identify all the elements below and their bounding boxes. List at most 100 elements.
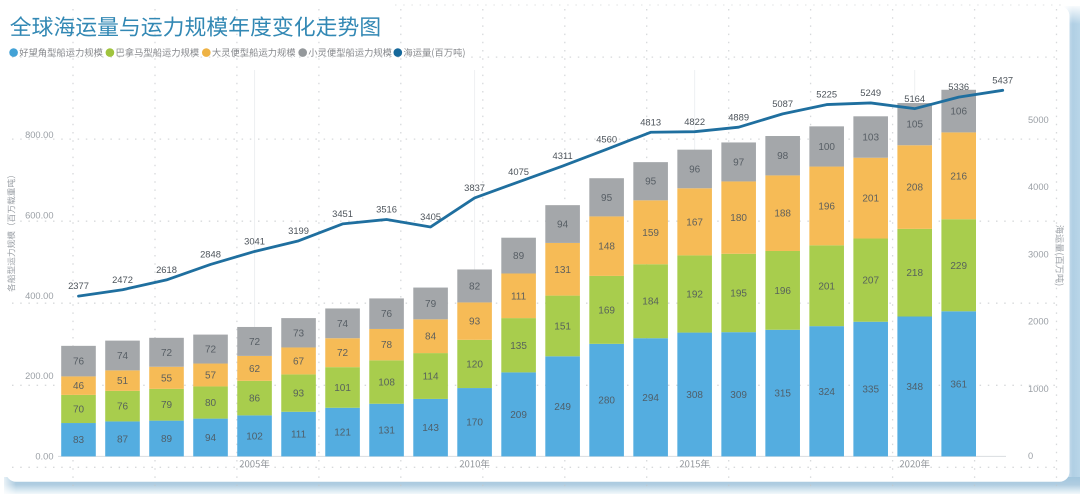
svg-text:196: 196 <box>774 286 791 297</box>
svg-text:76: 76 <box>381 309 393 320</box>
svg-text:229: 229 <box>950 261 967 272</box>
svg-text:195: 195 <box>730 288 747 299</box>
svg-text:361: 361 <box>950 379 967 390</box>
svg-text:57: 57 <box>205 371 217 382</box>
svg-text:101: 101 <box>334 383 351 394</box>
svg-text:84: 84 <box>425 332 437 343</box>
svg-text:102: 102 <box>246 431 263 442</box>
svg-text:294: 294 <box>642 393 659 404</box>
svg-text:94: 94 <box>557 220 569 231</box>
svg-text:76: 76 <box>73 357 85 368</box>
svg-text:5336: 5336 <box>948 81 969 92</box>
svg-text:209: 209 <box>510 410 527 421</box>
svg-text:309: 309 <box>730 390 747 401</box>
svg-text:73: 73 <box>293 328 305 339</box>
svg-text:2618: 2618 <box>156 264 177 275</box>
svg-text:308: 308 <box>686 390 703 401</box>
svg-text:5000: 5000 <box>1028 115 1049 125</box>
svg-text:4822: 4822 <box>684 116 705 127</box>
svg-text:74: 74 <box>337 319 349 330</box>
svg-text:207: 207 <box>862 276 879 287</box>
svg-text:62: 62 <box>249 364 261 375</box>
svg-text:800.00: 800.00 <box>25 130 53 140</box>
svg-text:216: 216 <box>950 171 967 182</box>
svg-text:170: 170 <box>466 418 483 429</box>
svg-text:0.00: 0.00 <box>35 452 53 462</box>
svg-text:97: 97 <box>733 157 745 168</box>
svg-text:55: 55 <box>161 373 173 384</box>
svg-text:4813: 4813 <box>640 116 661 127</box>
svg-text:5437: 5437 <box>992 74 1013 85</box>
svg-text:600.00: 600.00 <box>25 210 53 220</box>
svg-text:315: 315 <box>774 389 791 400</box>
svg-text:4560: 4560 <box>596 133 617 144</box>
svg-text:169: 169 <box>598 305 615 316</box>
svg-text:106: 106 <box>950 107 967 118</box>
svg-text:87: 87 <box>117 434 129 445</box>
svg-text:135: 135 <box>510 341 527 352</box>
svg-text:131: 131 <box>378 426 395 437</box>
svg-text:2848: 2848 <box>200 249 221 260</box>
svg-text:74: 74 <box>117 351 129 362</box>
svg-text:79: 79 <box>161 400 173 411</box>
svg-text:108: 108 <box>378 378 395 389</box>
svg-text:3041: 3041 <box>244 236 265 247</box>
svg-text:218: 218 <box>906 268 923 279</box>
svg-text:143: 143 <box>422 423 439 434</box>
svg-text:46: 46 <box>73 381 85 392</box>
svg-text:3516: 3516 <box>376 204 397 215</box>
svg-text:78: 78 <box>381 340 393 351</box>
svg-text:76: 76 <box>117 402 129 413</box>
svg-text:70: 70 <box>73 404 85 415</box>
svg-text:131: 131 <box>554 265 571 276</box>
svg-text:95: 95 <box>645 177 657 188</box>
svg-text:72: 72 <box>205 345 217 356</box>
svg-text:3405: 3405 <box>420 211 441 222</box>
svg-text:200.00: 200.00 <box>25 371 53 381</box>
svg-text:280: 280 <box>598 396 615 407</box>
svg-text:1000: 1000 <box>1028 384 1049 394</box>
svg-text:111: 111 <box>291 430 307 441</box>
svg-text:167: 167 <box>686 217 703 228</box>
svg-text:98: 98 <box>777 151 789 162</box>
svg-text:180: 180 <box>730 213 747 224</box>
svg-text:93: 93 <box>469 317 481 328</box>
svg-text:151: 151 <box>554 321 571 332</box>
svg-text:159: 159 <box>642 228 659 239</box>
svg-text:96: 96 <box>689 164 701 175</box>
svg-text:114: 114 <box>423 372 439 383</box>
svg-text:79: 79 <box>425 299 437 310</box>
svg-text:72: 72 <box>161 348 173 359</box>
svg-text:86: 86 <box>249 394 261 405</box>
svg-text:5225: 5225 <box>816 89 837 100</box>
svg-text:196: 196 <box>818 201 835 212</box>
svg-text:95: 95 <box>601 193 613 204</box>
svg-text:67: 67 <box>293 356 305 367</box>
svg-text:93: 93 <box>293 389 305 400</box>
svg-text:5164: 5164 <box>904 93 925 104</box>
svg-text:4311: 4311 <box>553 150 573 161</box>
svg-text:4075: 4075 <box>508 166 529 177</box>
svg-text:208: 208 <box>906 183 923 194</box>
svg-text:4000: 4000 <box>1028 182 1049 192</box>
svg-text:89: 89 <box>513 251 525 262</box>
svg-text:100: 100 <box>818 142 835 153</box>
svg-text:72: 72 <box>337 348 349 359</box>
svg-text:82: 82 <box>469 281 481 292</box>
svg-text:201: 201 <box>818 281 835 292</box>
svg-text:89: 89 <box>161 434 173 445</box>
svg-text:72: 72 <box>249 337 261 348</box>
svg-text:103: 103 <box>862 133 879 144</box>
svg-text:348: 348 <box>906 382 923 393</box>
svg-text:2472: 2472 <box>112 274 133 285</box>
svg-text:80: 80 <box>205 398 217 409</box>
svg-text:192: 192 <box>686 289 703 300</box>
svg-text:2000: 2000 <box>1028 317 1049 327</box>
svg-text:94: 94 <box>205 433 217 444</box>
svg-text:0: 0 <box>1028 451 1033 461</box>
svg-text:3837: 3837 <box>464 182 485 193</box>
svg-text:5087: 5087 <box>772 98 793 109</box>
svg-text:188: 188 <box>774 209 791 220</box>
svg-text:3451: 3451 <box>332 208 353 219</box>
svg-text:2377: 2377 <box>68 280 89 291</box>
